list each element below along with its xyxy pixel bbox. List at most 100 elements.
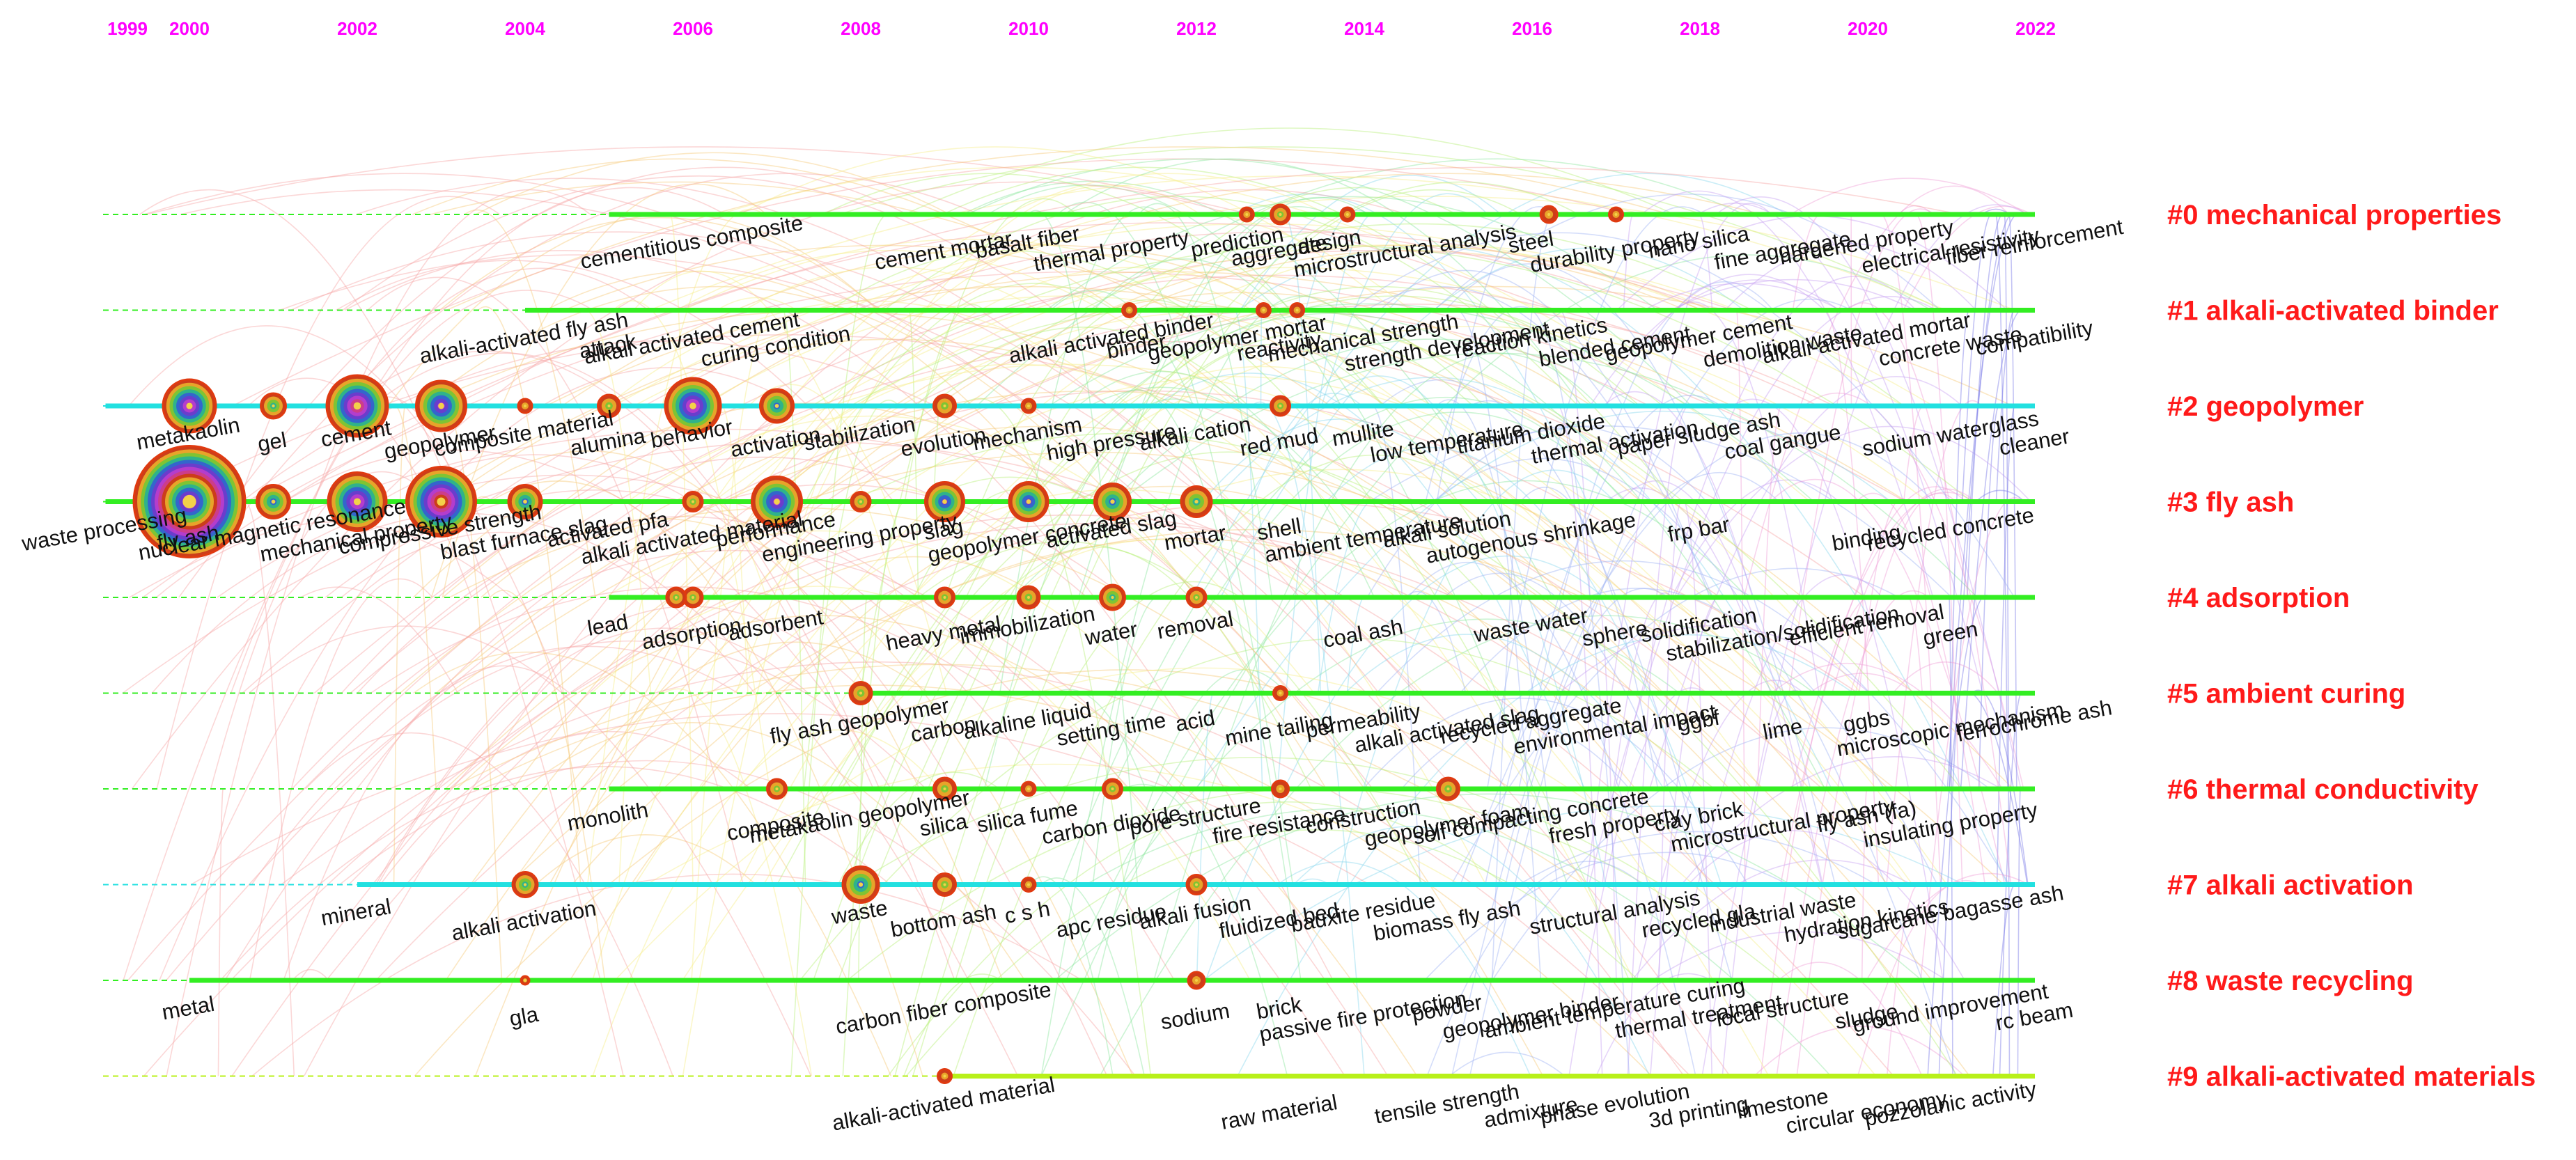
citation-arc xyxy=(142,222,1666,598)
cluster-label: #9 alkali-activated materials xyxy=(2167,1062,2536,1092)
keyword-node[interactable] xyxy=(1121,302,1138,318)
keyword-node[interactable] xyxy=(1187,971,1206,990)
keyword-node[interactable] xyxy=(848,681,873,705)
keyword-node[interactable] xyxy=(924,481,965,522)
keyword-node[interactable] xyxy=(1436,776,1460,801)
keyword-node[interactable] xyxy=(1185,586,1208,609)
citation-arc xyxy=(246,166,1961,503)
keyword-node[interactable] xyxy=(325,374,389,438)
keyword-node[interactable] xyxy=(665,586,687,609)
keyword-node[interactable] xyxy=(1185,874,1208,895)
keyword-label[interactable]: raw material xyxy=(1219,1090,1339,1134)
keyword-node[interactable] xyxy=(850,491,872,512)
keyword-label[interactable]: mineral xyxy=(319,894,393,930)
keyword-node[interactable] xyxy=(1099,583,1126,611)
keyword-node[interactable] xyxy=(327,471,388,532)
keyword-label[interactable]: c s h xyxy=(1003,896,1052,928)
citation-arc xyxy=(456,615,1418,1076)
keyword-label[interactable]: waste water xyxy=(1472,603,1590,647)
citation-arc xyxy=(460,450,1004,981)
keyword-node[interactable] xyxy=(1016,585,1041,610)
citation-arc xyxy=(733,489,1770,1076)
keyword-node[interactable] xyxy=(1289,302,1306,318)
keyword-node[interactable] xyxy=(162,378,217,434)
keyword-node[interactable] xyxy=(1020,877,1037,893)
citation-arc xyxy=(928,223,1905,407)
keyword-label[interactable]: alkali activation xyxy=(450,896,598,946)
keyword-node[interactable] xyxy=(1020,398,1037,414)
citation-arc xyxy=(953,455,1491,1076)
keyword-node[interactable] xyxy=(1271,779,1290,799)
citation-arc xyxy=(248,625,812,1076)
keyword-node[interactable] xyxy=(507,484,543,519)
citation-arc xyxy=(1832,488,1976,693)
citation-arc xyxy=(944,299,1189,598)
keyword-label[interactable]: compatibility xyxy=(1974,315,2095,360)
keyword-node[interactable] xyxy=(415,379,467,432)
citation-arc xyxy=(1978,405,2001,790)
keyword-label[interactable]: metal xyxy=(160,992,217,1025)
citation-arc xyxy=(1460,432,1935,885)
keyword-label[interactable]: coal ash xyxy=(1321,614,1405,652)
keyword-node[interactable] xyxy=(1093,483,1132,521)
keyword-node[interactable] xyxy=(132,445,247,558)
keyword-node[interactable] xyxy=(766,778,788,800)
keyword-node[interactable] xyxy=(759,388,795,424)
citation-arc xyxy=(251,873,1083,1077)
citation-arc xyxy=(305,732,673,1076)
keyword-node[interactable] xyxy=(682,491,704,512)
keyword-node[interactable] xyxy=(1539,205,1559,224)
keyword-node[interactable] xyxy=(664,377,722,435)
keyword-node[interactable] xyxy=(1255,302,1272,318)
keyword-node[interactable] xyxy=(520,975,531,986)
citation-arc xyxy=(1770,662,2003,790)
citation-arc xyxy=(1093,258,1342,407)
citation-arc xyxy=(1425,306,1534,502)
citation-arc xyxy=(350,341,1866,694)
keyword-label[interactable]: removal xyxy=(1155,606,1235,644)
keyword-node[interactable] xyxy=(751,476,803,528)
keyword-node[interactable] xyxy=(256,484,291,519)
citation-arc xyxy=(1362,697,1749,885)
keyword-node[interactable] xyxy=(260,392,287,420)
citation-arc xyxy=(1451,567,1899,885)
citation-arc xyxy=(249,578,433,981)
keyword-node[interactable] xyxy=(1608,206,1624,223)
keyword-label[interactable]: alkali cation xyxy=(1137,412,1253,455)
keyword-node[interactable] xyxy=(932,776,957,801)
keyword-node[interactable] xyxy=(1102,778,1123,800)
keyword-label[interactable]: gel xyxy=(256,428,288,457)
citation-arc xyxy=(915,327,1249,407)
keyword-label[interactable]: waste xyxy=(829,895,889,930)
keyword-node[interactable] xyxy=(934,586,955,609)
citation-arc xyxy=(701,295,1913,885)
keyword-node[interactable] xyxy=(1270,395,1291,417)
cluster-label: #2 geopolymer xyxy=(2167,391,2364,422)
keyword-node[interactable] xyxy=(597,393,621,418)
citation-arc xyxy=(370,586,997,694)
keyword-node[interactable] xyxy=(1339,206,1356,223)
citation-arc xyxy=(1153,352,1599,981)
keyword-node[interactable] xyxy=(1020,781,1037,797)
cluster-label: #1 alkali-activated binder xyxy=(2167,296,2499,327)
citation-arc xyxy=(1201,418,1480,503)
keyword-node[interactable] xyxy=(517,398,533,414)
keyword-label[interactable]: pozzolanic activity xyxy=(1863,1076,2039,1131)
keyword-node[interactable] xyxy=(1272,685,1288,701)
keyword-node[interactable] xyxy=(1238,206,1255,223)
keyword-label[interactable]: carbon fiber composite xyxy=(834,977,1053,1039)
citation-arc xyxy=(1631,859,1912,981)
keyword-label[interactable]: gla xyxy=(508,1002,541,1031)
keyword-label[interactable]: sodium xyxy=(1159,998,1231,1035)
keyword-node[interactable] xyxy=(1270,203,1291,226)
keyword-node[interactable] xyxy=(1180,485,1213,518)
keyword-node[interactable] xyxy=(932,393,957,418)
keyword-node[interactable] xyxy=(511,871,539,898)
keyword-node[interactable] xyxy=(405,466,477,538)
keyword-label[interactable]: lead xyxy=(586,609,630,641)
citation-arc xyxy=(490,590,606,981)
keyword-node[interactable] xyxy=(937,1068,953,1084)
keyword-node[interactable] xyxy=(932,872,957,897)
keyword-node[interactable] xyxy=(1008,481,1049,522)
keyword-node[interactable] xyxy=(841,865,880,904)
